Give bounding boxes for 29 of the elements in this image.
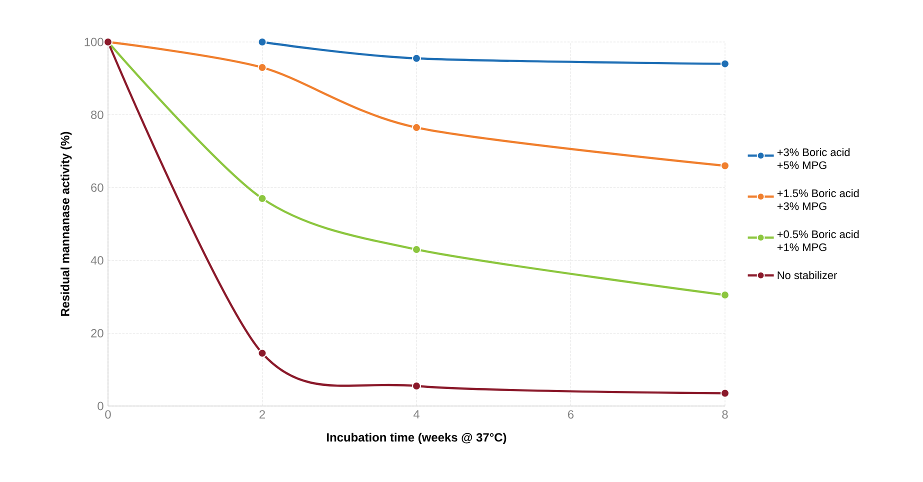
x-axis-title: Incubation time (weeks @ 37°C)	[327, 432, 506, 444]
legend-label: +3% Boric acid +5% MPG	[777, 148, 850, 170]
point	[258, 62, 267, 72]
point	[720, 388, 730, 398]
legend-label: +1.5% Boric acid +3% MPG	[777, 189, 859, 210]
point	[258, 348, 267, 358]
legend-label: No stabilizer	[778, 271, 837, 280]
y-tick-label: 80	[91, 110, 104, 120]
point	[720, 290, 730, 300]
point	[258, 194, 267, 204]
point	[412, 381, 421, 390]
x-tick-label: 0	[105, 410, 111, 419]
y-tick-label: 100	[84, 38, 104, 46]
x-tick-label: 6	[568, 410, 574, 419]
point	[412, 123, 421, 132]
point	[412, 54, 421, 63]
point	[720, 161, 730, 170]
x-tick-label: 4	[413, 410, 420, 418]
x-tick-label: 8	[722, 410, 728, 419]
y-tick-label: 60	[91, 183, 104, 192]
point	[412, 244, 421, 254]
x-tick-label: 2	[260, 410, 265, 419]
y-tick-label: 40	[90, 256, 104, 265]
point	[258, 38, 267, 46]
y-tick-label: 0	[98, 402, 104, 410]
y-axis-title: Residual mannanase activity (%)	[60, 132, 72, 316]
y-tick-label: 20	[91, 328, 104, 338]
point	[720, 59, 730, 68]
legend-label: +0.5% Boric acid +1% MPG	[777, 230, 859, 252]
